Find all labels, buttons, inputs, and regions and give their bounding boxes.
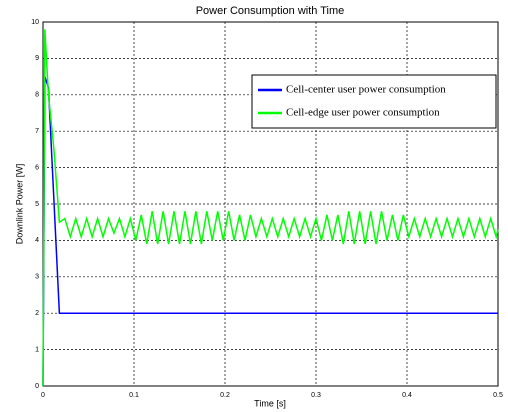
x-tick-label: 0.4 — [402, 392, 412, 399]
y-tick-label: 1 — [35, 346, 39, 353]
x-tick-label: 0.1 — [129, 392, 139, 399]
y-tick-label: 2 — [35, 310, 39, 317]
x-tick-label: 0 — [41, 392, 45, 399]
x-tick-label: 0.5 — [493, 392, 503, 399]
y-tick-label: 7 — [35, 128, 39, 135]
x-axis-label: Time [s] — [254, 398, 286, 408]
y-tick-label: 3 — [35, 274, 39, 281]
plot-frame — [42, 21, 499, 387]
y-tick-label: 6 — [35, 164, 39, 171]
y-tick-label: 8 — [35, 92, 39, 99]
x-tick-label: 0.3 — [311, 392, 321, 399]
y-tick-label: 10 — [31, 19, 39, 26]
y-axis-label: Downlink Power [W] — [14, 164, 24, 245]
legend-label: Cell-center user power consumption — [286, 84, 446, 96]
y-tick-label: 5 — [35, 201, 39, 208]
legend-box — [251, 74, 497, 129]
y-tick-label: 9 — [35, 55, 39, 62]
x-tick-label: 0.2 — [220, 392, 230, 399]
legend-label: Cell-edge user power consumption — [286, 107, 440, 119]
y-tick-label: 4 — [35, 237, 39, 244]
y-tick-label: 0 — [35, 383, 39, 390]
data-line — [42, 29, 499, 387]
chart-title: Power Consumption with Time — [196, 5, 345, 17]
